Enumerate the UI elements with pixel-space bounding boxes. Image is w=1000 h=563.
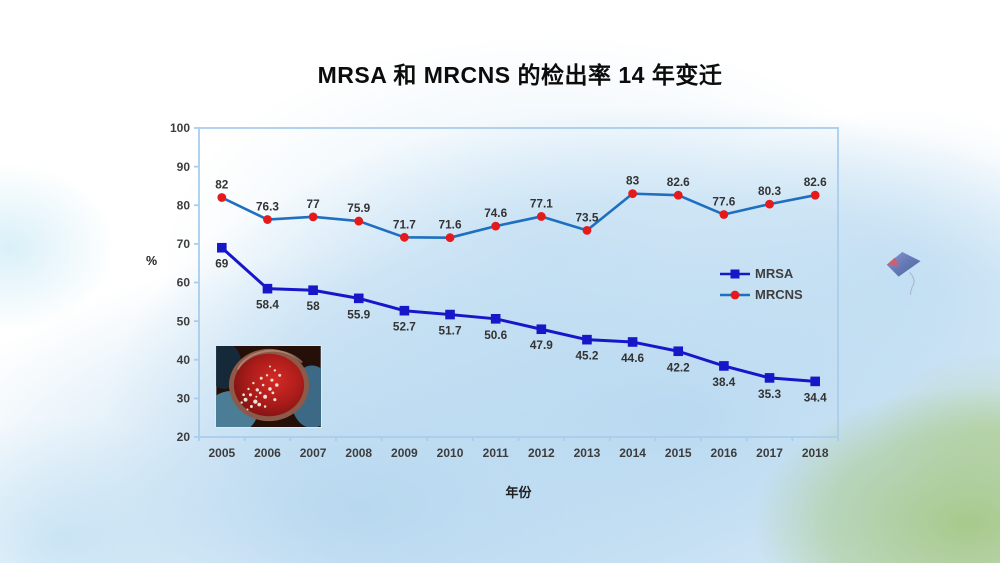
marker-mrsa <box>810 376 820 387</box>
legend-item-mrcns: MRCNS <box>720 284 803 305</box>
chart-title: MRSA 和 MRCNS 的检出率 14 年变迁 <box>317 62 723 88</box>
x-tick-label: 2017 <box>756 446 783 460</box>
data-label-mrsa: 44.6 <box>621 351 644 365</box>
marker-mrcns <box>628 189 638 199</box>
mrsa-line-sample-icon <box>720 269 750 278</box>
x-tick-label: 2010 <box>437 446 464 460</box>
x-axis-label: 年份 <box>505 485 532 500</box>
y-tick-label: 80 <box>177 198 191 212</box>
data-label-mrcns: 71.6 <box>439 218 462 232</box>
x-tick-label: 2013 <box>574 446 601 460</box>
data-label-mrsa: 47.9 <box>530 338 553 352</box>
x-tick-label: 2018 <box>802 446 829 460</box>
marker-mrsa <box>627 337 638 347</box>
marker-mrsa <box>490 314 501 324</box>
x-tick-label: 2016 <box>711 446 738 460</box>
data-label-mrcns: 80.3 <box>758 184 781 198</box>
x-tick-label: 2007 <box>300 446 327 460</box>
x-tick-label: 2015 <box>665 446 692 460</box>
data-label-mrcns: 73.5 <box>575 210 598 224</box>
y-tick-label: 30 <box>177 392 191 406</box>
marker-mrcns <box>399 232 409 242</box>
marker-mrcns <box>536 212 546 221</box>
marker-mrsa <box>719 361 729 371</box>
marker-mrsa <box>673 346 684 357</box>
data-label-mrcns: 74.6 <box>484 206 507 220</box>
y-tick-label: 60 <box>177 276 191 290</box>
marker-mrsa <box>308 285 318 296</box>
x-tick-label: 2005 <box>208 446 235 460</box>
data-label-mrsa: 38.4 <box>712 375 735 389</box>
marker-mrcns <box>810 190 820 200</box>
y-tick-label: 100 <box>170 121 190 135</box>
data-label-mrsa: 58 <box>307 299 321 313</box>
y-tick-label: 70 <box>177 237 191 251</box>
bacteria-colonies <box>240 365 282 411</box>
marker-mrsa <box>582 334 592 345</box>
marker-mrsa <box>764 373 775 383</box>
marker-mrcns <box>719 210 729 219</box>
marker-mrsa <box>262 283 273 294</box>
marker-mrsa <box>399 305 410 316</box>
data-label-mrsa: 58.4 <box>256 298 279 312</box>
data-label-mrcns: 82.6 <box>667 175 690 189</box>
marker-mrcns <box>491 221 501 231</box>
marker-mrcns <box>765 199 774 209</box>
x-tick-label: 2006 <box>254 446 281 460</box>
data-label-mrcns: 83 <box>626 174 640 188</box>
legend-label-mrcns: MRCNS <box>755 287 803 302</box>
data-label-mrcns: 82.6 <box>804 175 827 189</box>
data-label-mrsa: 55.9 <box>347 307 370 321</box>
data-label-mrsa: 34.4 <box>804 390 827 404</box>
marker-mrcns <box>354 216 364 226</box>
series-line-mrsa <box>220 246 817 383</box>
data-label-mrcns: 82 <box>215 178 229 192</box>
data-label-mrcns: 77.6 <box>712 195 735 209</box>
marker-mrcns <box>673 190 683 200</box>
data-label-mrsa: 69 <box>215 257 229 271</box>
data-label-mrcns: 75.9 <box>347 201 370 215</box>
mrcns-line-sample-icon <box>720 290 750 299</box>
marker-mrcns <box>263 215 272 224</box>
legend-label-mrsa: MRSA <box>755 266 794 281</box>
marker-mrsa <box>353 293 364 304</box>
x-tick-label: 2009 <box>391 446 418 460</box>
data-label-mrcns: 77.1 <box>530 196 553 210</box>
y-axis-label: % <box>146 254 158 268</box>
data-label-mrsa: 35.3 <box>758 387 781 401</box>
marker-mrcns <box>582 225 592 235</box>
legend-item-mrsa: MRSA <box>720 263 803 284</box>
data-label-mrcns: 71.7 <box>393 217 416 231</box>
marker-mrcns <box>308 212 318 222</box>
marker-mrcns <box>217 193 227 202</box>
data-label-mrcns: 77 <box>307 197 321 211</box>
x-tick-label: 2008 <box>345 446 372 460</box>
marker-mrsa <box>445 309 455 320</box>
y-tick-label: 20 <box>177 430 191 444</box>
y-tick-label: 40 <box>177 353 191 367</box>
x-tick-label: 2014 <box>619 446 646 460</box>
marker-mrcns <box>445 233 455 243</box>
petri-dish-photo <box>215 345 322 428</box>
data-label-mrsa: 42.2 <box>667 360 690 374</box>
marker-mrsa <box>536 324 547 335</box>
data-label-mrsa: 51.7 <box>439 324 462 338</box>
data-label-mrsa: 52.7 <box>393 320 416 334</box>
data-label-mrcns: 76.3 <box>256 200 279 214</box>
data-label-mrsa: 45.2 <box>575 349 598 363</box>
y-tick-label: 50 <box>177 314 191 328</box>
series-line-mrcns <box>220 192 817 239</box>
x-tick-label: 2011 <box>483 446 509 460</box>
marker-mrsa <box>217 242 227 253</box>
kite-icon <box>886 252 921 295</box>
x-tick-label: 2012 <box>528 446 555 460</box>
y-tick-label: 90 <box>177 160 191 174</box>
data-label-mrsa: 50.6 <box>484 328 507 342</box>
chart-legend: MRSA MRCNS <box>720 263 803 305</box>
